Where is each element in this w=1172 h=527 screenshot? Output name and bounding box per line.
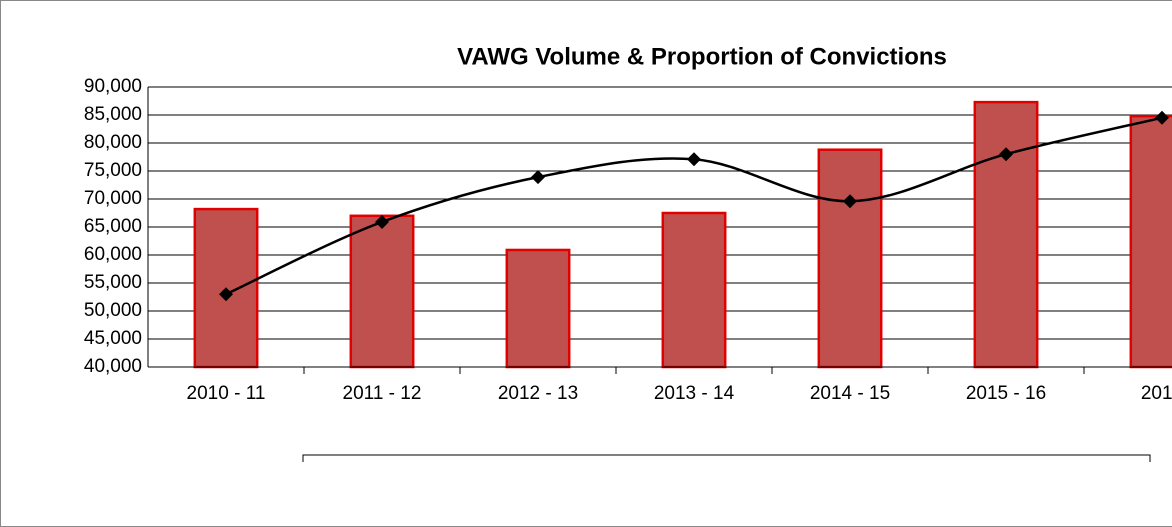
marker	[843, 194, 857, 209]
bar	[973, 100, 1039, 369]
bar	[1129, 114, 1172, 369]
y-tick-label: 75,000	[84, 160, 142, 181]
bar	[817, 148, 883, 369]
marker	[999, 147, 1013, 162]
x-tick-label: 2013 - 14	[654, 383, 735, 404]
y-tick-label: 80,000	[84, 132, 142, 153]
y-tick-label: 50,000	[84, 300, 142, 321]
chart-title: VAWG Volume & Proportion of Convictions	[457, 43, 947, 70]
y-tick-label: 45,000	[84, 328, 142, 349]
marker	[375, 214, 389, 229]
bar	[505, 248, 571, 369]
x-tick-label: 2016	[1141, 383, 1172, 404]
y-tick-label: 55,000	[84, 272, 142, 293]
marker	[531, 170, 545, 185]
marker	[687, 152, 701, 167]
bar	[349, 214, 415, 369]
y-tick-label: 65,000	[84, 216, 142, 237]
x-tick-label: 2010 - 11	[187, 383, 266, 404]
x-tick-label: 2011 - 12	[343, 383, 422, 404]
bracket	[302, 454, 1151, 462]
y-tick-label: 85,000	[84, 104, 142, 125]
y-tick-label: 40,000	[84, 356, 142, 377]
y-tick-label: 60,000	[84, 244, 142, 265]
bar	[661, 211, 727, 369]
y-tick-label: 70,000	[84, 188, 142, 209]
marker	[1155, 110, 1169, 125]
x-tick-label: 2015 - 16	[966, 383, 1046, 404]
x-tick-label: 2012 - 13	[498, 383, 578, 404]
bracket-line	[302, 454, 1151, 462]
y-tick-label: 90,000	[84, 76, 142, 97]
x-tick-label: 2014 - 15	[810, 383, 890, 404]
marker	[219, 287, 233, 302]
